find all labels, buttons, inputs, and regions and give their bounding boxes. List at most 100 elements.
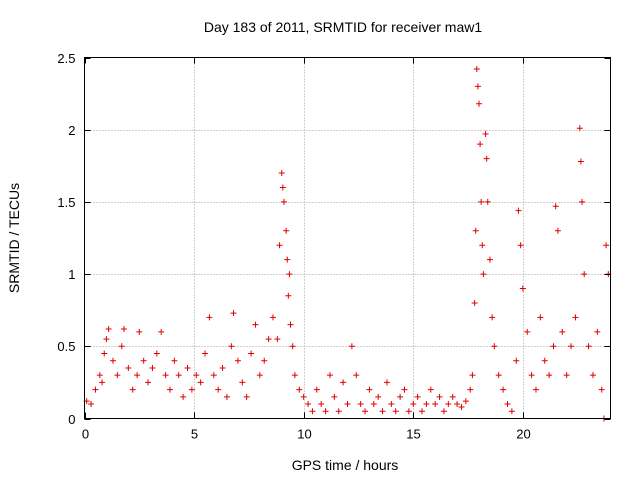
data-point (480, 271, 487, 278)
data-point (353, 372, 360, 379)
data-point (541, 357, 548, 364)
x-tick-label: 0 (82, 427, 89, 442)
data-point (184, 364, 191, 371)
data-point (158, 328, 165, 335)
data-point (519, 285, 526, 292)
data-point (598, 386, 605, 393)
data-point (322, 408, 329, 415)
data-point (269, 314, 276, 321)
data-point (462, 398, 469, 405)
data-point (414, 393, 421, 400)
data-point (484, 198, 491, 205)
data-point (96, 372, 103, 379)
data-point (375, 393, 382, 400)
data-point (286, 271, 293, 278)
data-point (362, 408, 369, 415)
data-point (206, 314, 213, 321)
data-point (105, 325, 112, 332)
data-point (454, 401, 461, 408)
x-axis-label: GPS time / hours (292, 457, 399, 473)
data-point (581, 271, 588, 278)
data-point (427, 386, 434, 393)
data-point (120, 325, 127, 332)
data-point (92, 386, 99, 393)
data-point (285, 292, 292, 299)
data-point (517, 242, 524, 249)
data-point (109, 357, 116, 364)
data-point (477, 141, 484, 148)
data-point (486, 256, 493, 263)
data-point (284, 256, 291, 263)
data-point (500, 386, 507, 393)
y-tick-label: 1.5 (57, 195, 75, 210)
data-points (83, 66, 612, 422)
data-point (280, 198, 287, 205)
data-point (162, 372, 169, 379)
data-point (261, 357, 268, 364)
data-point (476, 100, 482, 107)
data-point (230, 310, 237, 317)
data-point (309, 408, 316, 415)
chart-title: Day 183 of 2011, SRMTID for receiver maw… (204, 19, 483, 35)
data-point (252, 321, 259, 328)
data-point (576, 125, 583, 132)
data-point (125, 364, 132, 371)
data-point (166, 386, 173, 393)
data-point (287, 321, 294, 328)
data-point (474, 83, 481, 90)
data-point (397, 393, 404, 400)
data-point (223, 393, 230, 400)
data-point (370, 401, 377, 408)
data-point (274, 336, 281, 343)
data-point (467, 386, 474, 393)
data-point (419, 408, 426, 415)
data-point (472, 227, 479, 234)
data-point (291, 372, 298, 379)
plot-frame (84, 57, 611, 419)
data-point (243, 393, 250, 400)
data-point (423, 401, 430, 408)
data-point (504, 401, 511, 408)
data-point (572, 314, 579, 321)
y-axis-label: SRMTID / TECUs (6, 183, 22, 293)
y-tick-label: 1 (68, 267, 75, 282)
data-point (515, 207, 522, 214)
data-point (279, 184, 286, 191)
axes: 0 5 10 15 20 0 0.5 1 1.5 2 2.5 (57, 51, 611, 442)
data-point (313, 386, 320, 393)
data-point (331, 393, 338, 400)
data-point (283, 227, 290, 234)
data-point (175, 372, 182, 379)
data-point (149, 364, 156, 371)
data-point (202, 350, 209, 357)
data-point (140, 357, 147, 364)
data-point (563, 372, 570, 379)
data-point (296, 386, 303, 393)
data-point (436, 393, 443, 400)
data-point (318, 401, 325, 408)
data-point (180, 393, 187, 400)
data-point (579, 198, 586, 205)
data-point (594, 328, 601, 335)
data-point (589, 372, 596, 379)
data-point (300, 393, 307, 400)
data-point (366, 386, 373, 393)
data-point (495, 372, 502, 379)
data-point (471, 299, 478, 306)
data-point (101, 350, 108, 357)
data-point (153, 350, 160, 357)
data-point (473, 66, 480, 73)
data-point (440, 408, 447, 415)
data-point (228, 343, 235, 350)
data-point (537, 314, 544, 321)
data-point (99, 379, 106, 386)
data-point (552, 203, 559, 210)
data-point (405, 408, 412, 415)
data-point (445, 401, 452, 408)
data-point (401, 386, 408, 393)
data-point (305, 401, 312, 408)
x-tick-label: 15 (406, 427, 420, 442)
data-point (568, 343, 575, 350)
data-point (478, 198, 485, 205)
